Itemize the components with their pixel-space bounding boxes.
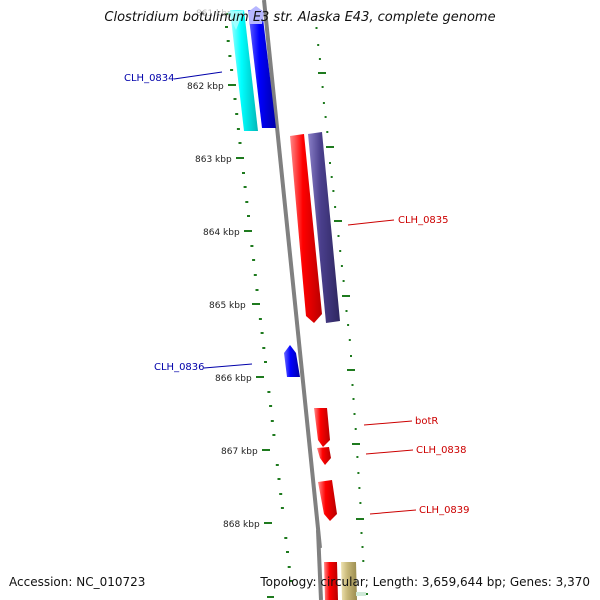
inner-ruler-dots bbox=[315, 27, 365, 562]
ruler-label-867: 867 kbp bbox=[221, 447, 258, 457]
map-title: Clostridium botulinum E3 str. Alaska E43… bbox=[104, 10, 496, 25]
ruler-label-865: 865 kbp bbox=[209, 301, 246, 311]
gene-clh-0834-block[interactable] bbox=[230, 10, 258, 131]
ruler-label-861: 861 kbp bbox=[196, 9, 233, 19]
gene-label-clh-0839[interactable]: CLH_0839 bbox=[419, 505, 470, 516]
gene-blue-forward-block[interactable] bbox=[248, 10, 276, 128]
genome-backbone bbox=[262, 0, 322, 549]
gene-clh-0835-block[interactable] bbox=[290, 134, 322, 323]
genome-backbone-lower bbox=[316, 529, 323, 600]
gene-clh-0834-cap[interactable] bbox=[228, 10, 244, 30]
gene-red-bottom-block[interactable] bbox=[324, 562, 338, 600]
ruler-label-868: 868 kbp bbox=[223, 520, 260, 530]
inner-ruler-major-ticks bbox=[318, 72, 368, 595]
gene-labels: CLH_0834 CLH_0835 CLH_0836 botR CLH_0838… bbox=[124, 73, 470, 516]
gene-label-clh-0835[interactable]: CLH_0835 bbox=[398, 215, 449, 226]
outer-ruler-dots bbox=[225, 26, 293, 598]
ruler-label-866: 866 kbp bbox=[215, 374, 252, 384]
gene-features bbox=[228, 6, 366, 600]
accession-text: Accession: NC_010723 bbox=[9, 575, 146, 589]
gene-clh-0839-block[interactable] bbox=[318, 480, 337, 521]
ruler-labels: 862 kbp 863 kbp 864 kbp 865 kbp 866 kbp … bbox=[187, 82, 260, 530]
gene-blue-forward-cap[interactable] bbox=[248, 6, 264, 24]
gene-label-clh-0836[interactable]: CLH_0836 bbox=[154, 362, 205, 373]
gene-clh-0836-block[interactable] bbox=[284, 345, 300, 377]
gene-stripe-marker bbox=[356, 592, 366, 596]
gene-khaki-bottom-block[interactable] bbox=[341, 562, 357, 600]
gene-clh-0838-block[interactable] bbox=[317, 447, 331, 465]
gene-label-clh-0834[interactable]: CLH_0834 bbox=[124, 73, 175, 84]
gene-label-botr[interactable]: botR bbox=[415, 416, 438, 427]
gene-label-clh-0838[interactable]: CLH_0838 bbox=[416, 445, 467, 456]
ruler-label-862: 862 kbp bbox=[187, 82, 224, 92]
gene-purple-block[interactable] bbox=[308, 132, 340, 323]
gene-botr-block[interactable] bbox=[314, 408, 330, 447]
topology-text: Topology: circular; Length: 3,659,644 bp… bbox=[260, 575, 590, 589]
ruler-label-863: 863 kbp bbox=[195, 155, 232, 165]
leader-lines bbox=[173, 71, 417, 515]
ruler-label-864: 864 kbp bbox=[203, 228, 240, 238]
